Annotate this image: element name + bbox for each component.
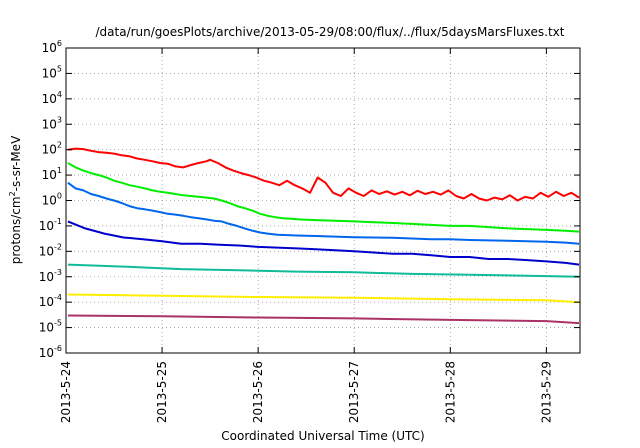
y-tick-label: 106 (42, 39, 62, 55)
x-tick-label: 2013-5-26 (251, 361, 265, 423)
y-tick-label: 10-4 (39, 293, 62, 309)
y-tick-base: 10 (39, 244, 54, 258)
series-line-4 (67, 263, 580, 278)
y-tick-exp: 6 (57, 39, 62, 48)
series-line-0 (67, 147, 580, 202)
y-tick-base: 10 (42, 194, 57, 208)
y-tick-label: 10-2 (39, 242, 62, 258)
y-tick-base: 10 (42, 41, 57, 55)
y-tick-base: 10 (39, 219, 54, 233)
y-axis-label-sup: 2 (8, 191, 17, 196)
series-line-3 (67, 220, 580, 266)
y-tick-exp: -6 (54, 344, 62, 353)
y-tick-exp: -5 (54, 319, 62, 328)
y-tick-base: 10 (39, 346, 54, 360)
x-axis-label: Coordinated Universal Time (UTC) (221, 429, 424, 443)
y-tick-base: 10 (39, 270, 54, 284)
y-tick-base: 10 (42, 92, 57, 106)
y-tick-label: 102 (42, 141, 62, 157)
y-tick-exp: 2 (57, 141, 62, 150)
y-tick-exp: -3 (54, 268, 62, 277)
y-tick-base: 10 (42, 168, 57, 182)
y-tick-exp: 4 (57, 90, 62, 99)
axis-ticks (65, 47, 580, 354)
y-tick-label: 103 (42, 115, 62, 131)
y-tick-exp: -2 (54, 242, 62, 251)
x-tick-label: 2013-5-24 (59, 361, 73, 423)
y-tick-exp: 0 (57, 192, 62, 201)
series-line-2 (67, 181, 580, 245)
y-tick-exp: -1 (54, 217, 62, 226)
series-line-5 (67, 293, 580, 304)
y-tick-label: 10-6 (39, 344, 62, 360)
x-tick-labels: 2013-5-24 2013-5-25 2013-5-26 2013-5-27 2013… (59, 361, 553, 423)
y-tick-exp: 5 (57, 64, 62, 73)
y-tick-label: 105 (42, 64, 62, 80)
y-tick-base: 10 (42, 143, 57, 157)
y-tick-label: 10-1 (39, 217, 62, 233)
y-axis-label: protons/cm2-s-sr-MeV (8, 135, 23, 264)
y-tick-label: 104 (42, 90, 62, 106)
y-tick-base: 10 (42, 66, 57, 80)
y-tick-label: 100 (42, 192, 62, 208)
y-tick-base: 10 (42, 117, 57, 131)
y-tick-base: 10 (39, 321, 54, 335)
y-axis-label-post: -s-sr-MeV (9, 135, 23, 191)
y-axis-label-pre: protons/cm (9, 196, 23, 264)
y-tick-label: 101 (42, 166, 62, 182)
data-series (67, 147, 580, 325)
x-tick-label: 2013-5-25 (155, 361, 169, 423)
x-tick-label: 2013-5-27 (347, 361, 361, 423)
y-tick-exp: -4 (54, 293, 62, 302)
y-tick-exp: 1 (57, 166, 62, 175)
y-tick-exp: 3 (57, 115, 62, 124)
y-tick-label: 10-5 (39, 319, 62, 335)
y-tick-labels: 10-610-510-410-310-210-11001011021031041… (39, 39, 62, 360)
chart-title: /data/run/goesPlots/archive/2013-05-29/0… (96, 25, 565, 39)
grid-lines (66, 48, 580, 353)
x-tick-label: 2013-5-28 (443, 361, 457, 423)
x-tick-label: 2013-5-29 (539, 361, 553, 423)
y-tick-base: 10 (39, 295, 54, 309)
series-line-1 (67, 162, 580, 233)
series-line-6 (67, 314, 580, 325)
y-tick-label: 10-3 (39, 268, 62, 284)
